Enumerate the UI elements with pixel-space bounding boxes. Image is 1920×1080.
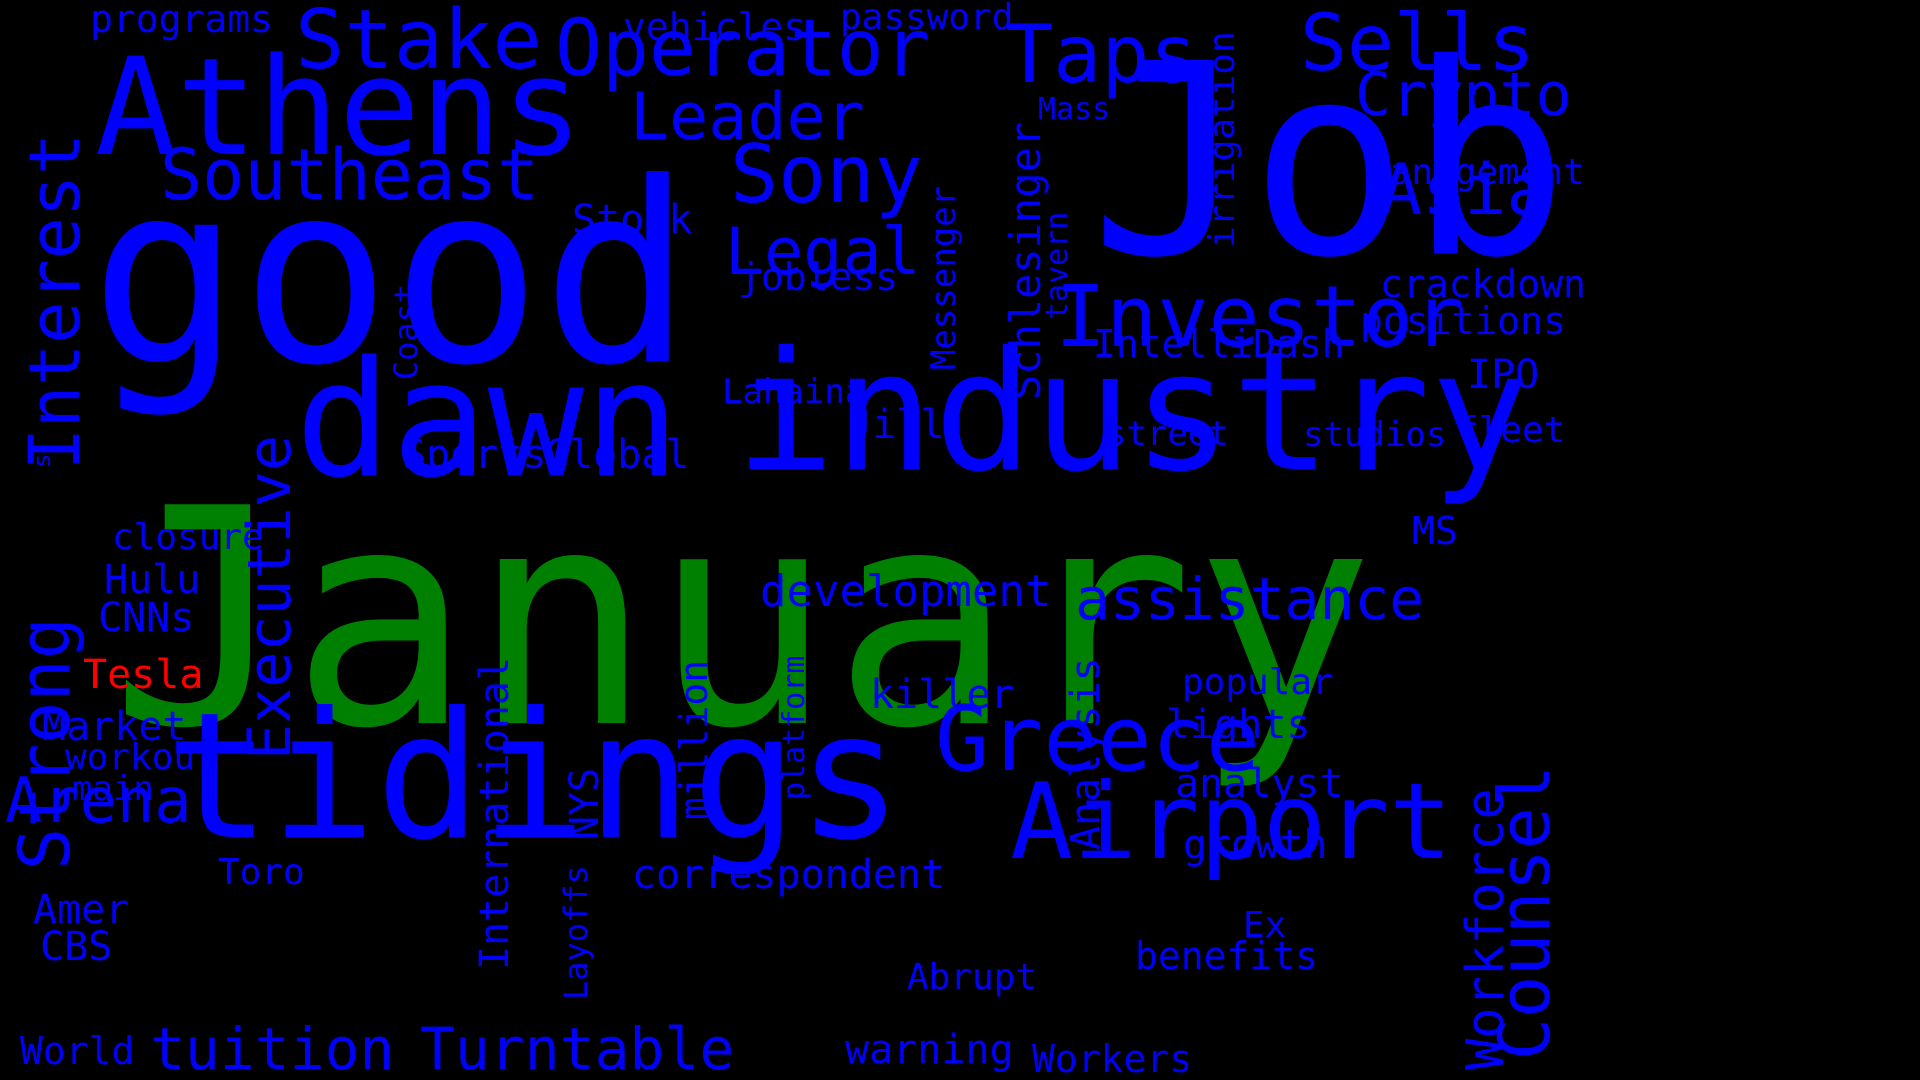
word-good: good xyxy=(90,129,693,420)
word-world: World xyxy=(20,1029,135,1073)
word-workers: Workers xyxy=(1032,1037,1193,1080)
word-management: management xyxy=(1368,152,1585,193)
word-tavern: tavern xyxy=(1040,211,1075,320)
word-million: million xyxy=(672,659,716,820)
word-ipo: IPO xyxy=(1467,352,1540,398)
word-assistance: assistance xyxy=(1075,565,1425,633)
word-legal: Legal xyxy=(725,215,921,290)
word-workforce: Workforce xyxy=(1456,788,1516,1070)
word-nys: NYS xyxy=(562,767,608,840)
word-southeast: Southeast xyxy=(160,134,540,216)
word-popular: popular xyxy=(1182,662,1334,703)
word-street: street xyxy=(1106,414,1229,454)
word-airport: Airport xyxy=(1010,761,1453,883)
word-industry: industry xyxy=(735,316,1530,508)
word-crypto: Crypto xyxy=(1355,60,1572,130)
word-toro: Toro xyxy=(218,852,305,893)
word-investor: Investor xyxy=(1055,268,1465,367)
word-development: development xyxy=(760,566,1052,617)
word-operator: Operator xyxy=(555,4,931,94)
word-coast: Coast xyxy=(387,283,425,380)
word-ex: Ex xyxy=(1243,905,1287,946)
word-stake: Stake xyxy=(295,0,542,88)
word-executive: Executive xyxy=(235,434,305,760)
word-athens: Athens xyxy=(95,29,583,186)
word-asia: Asia xyxy=(1380,149,1549,231)
word-platform: platform xyxy=(777,655,812,801)
word-arena: Arena xyxy=(5,764,192,837)
word-turntable: Turntable xyxy=(420,1015,735,1080)
word-lights: lights xyxy=(1166,702,1311,748)
word-positions: positions xyxy=(1360,299,1566,343)
word-job: Job xyxy=(1090,8,1569,316)
word-layoffs: Layoffs xyxy=(557,865,595,1000)
word-ms: MS xyxy=(1412,509,1458,553)
word-vehicles: vehicles xyxy=(623,5,807,49)
word-interest: Interest xyxy=(14,132,96,470)
word-global: Global xyxy=(545,432,690,478)
word-killer: killer xyxy=(870,672,1015,718)
word-sells: Sells xyxy=(1300,0,1535,89)
word-cnns: CNNs xyxy=(98,595,195,641)
word-lahaina: Lahaina xyxy=(722,372,866,412)
word-programs: programs xyxy=(90,0,274,41)
word-correspondent: correspondent xyxy=(632,852,946,898)
word-analyst: analyst xyxy=(1175,761,1344,807)
word-jobless: jobless xyxy=(738,255,899,299)
word-password: password xyxy=(840,0,1014,38)
word-stock: Stock xyxy=(572,197,693,243)
word-greece: Greece xyxy=(935,687,1261,792)
word-cbs: CBS xyxy=(40,924,113,970)
word-benefits: benefits xyxy=(1135,934,1319,978)
word-intellidash: IntelliDash xyxy=(1093,322,1345,366)
word-hulu: Hulu xyxy=(104,557,201,603)
word-sports: Sports xyxy=(402,432,547,478)
word-abrupt: Abrupt xyxy=(907,957,1038,998)
word-fleet: fleet xyxy=(1457,410,1566,451)
word-dawn: dawn xyxy=(295,326,681,513)
word-tuition: tuition xyxy=(150,1015,395,1080)
word-messenger: Messenger xyxy=(924,185,964,370)
word-leader: Leader xyxy=(630,80,865,155)
word-sony: Sony xyxy=(730,128,923,221)
word-growth: growth xyxy=(1183,822,1328,868)
word-january: January xyxy=(110,445,1375,794)
word-mass: Mass xyxy=(1038,92,1111,127)
word-closure: closure xyxy=(112,517,264,558)
word-analysis: Analysis xyxy=(1063,657,1109,850)
word-jill: Jill xyxy=(848,402,945,448)
word-international: International xyxy=(472,656,518,970)
word-irrigation: irrigation xyxy=(1202,31,1243,248)
word-tesla: Tesla xyxy=(83,652,204,698)
word-taps: Taps xyxy=(1005,8,1198,101)
word-workout: workout xyxy=(65,737,217,778)
word-amer: Amer xyxy=(33,887,130,933)
word-warning: warning xyxy=(845,1027,1014,1073)
word-studios: studios xyxy=(1303,415,1447,455)
word-s: s xyxy=(28,453,56,468)
word-market: Market xyxy=(42,704,187,750)
word-main: main xyxy=(72,769,154,809)
word-tidings: tidings xyxy=(165,676,903,879)
word-crackdown: crackdown xyxy=(1380,262,1586,306)
